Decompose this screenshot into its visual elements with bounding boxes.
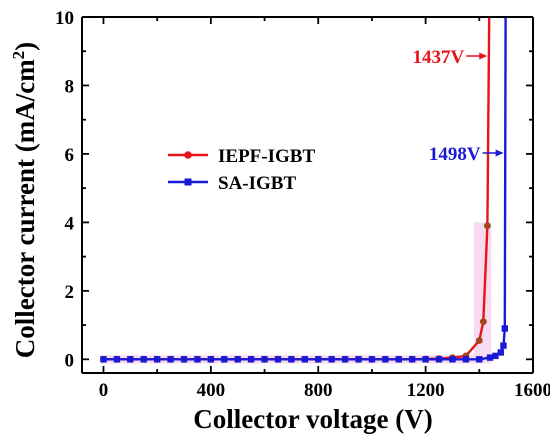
series-line-0 xyxy=(103,16,491,361)
legend-marker-1 xyxy=(184,178,192,186)
series-1-point-31 xyxy=(497,349,504,356)
series-1-point-0 xyxy=(100,356,107,363)
x-tick-label-3: 1200 xyxy=(407,380,445,401)
breakdown-label-1: 1498V xyxy=(429,144,481,165)
series-1-point-5 xyxy=(167,356,174,363)
series-1-point-10 xyxy=(234,356,241,363)
series-1-point-23 xyxy=(408,356,416,363)
y-tick-label-0: 0 xyxy=(65,350,75,371)
series-1-point-20 xyxy=(368,356,376,363)
legend-marker-0 xyxy=(184,151,192,159)
series-1-point-8 xyxy=(207,356,215,363)
legend-label-0: IEPF-IGBT xyxy=(218,146,315,167)
y-axis-title-superscript: 2 xyxy=(9,51,28,60)
y-tick-label-2: 4 xyxy=(65,213,75,234)
x-tick-label-2: 800 xyxy=(304,380,333,401)
y-tick-label-1: 2 xyxy=(65,282,75,303)
series-1-point-2 xyxy=(127,356,134,363)
y-tick-label-4: 8 xyxy=(65,76,75,97)
series-1-point-1 xyxy=(113,356,121,363)
series-0-point-29 xyxy=(479,318,487,326)
series-1-point-22 xyxy=(395,356,402,363)
series-1-point-6 xyxy=(180,356,188,363)
series-1-point-15 xyxy=(301,356,309,363)
series-line-1 xyxy=(103,16,507,361)
series-1-point-17 xyxy=(328,356,335,363)
axis-layer xyxy=(81,16,534,374)
series-1-point-11 xyxy=(247,356,255,363)
series-1-point-25 xyxy=(435,356,443,363)
x-tick-label-4: 1600 xyxy=(514,380,550,401)
series-1-point-24 xyxy=(422,356,429,363)
series-0-point-28 xyxy=(475,337,483,344)
series-1-point-16 xyxy=(315,356,322,363)
series-1-point-9 xyxy=(221,356,228,363)
y-axis-title-main: Collector current (mA/cm xyxy=(10,59,40,358)
tick-layer: 0 400 800 1200 1600 0 2 4 6 8 10 xyxy=(55,8,550,401)
y-tick-label-3: 6 xyxy=(65,145,75,166)
series-1-point-27 xyxy=(462,356,470,363)
breakdown-arrow-head-0 xyxy=(479,52,488,60)
series-layer xyxy=(103,16,507,361)
series-1-point-33 xyxy=(501,325,509,332)
annotation-layer: 1437V 1498V xyxy=(413,47,504,165)
series-0-point-30 xyxy=(483,222,491,230)
series-1-point-7 xyxy=(194,356,201,363)
series-1-point-26 xyxy=(449,356,456,363)
series-1-point-4 xyxy=(153,356,161,363)
series-1-point-21 xyxy=(382,356,389,363)
series-1-point-13 xyxy=(274,356,282,363)
highlight-layer xyxy=(100,222,492,364)
x-tick-label-0: 0 xyxy=(99,380,109,401)
breakdown-label-0: 1437V xyxy=(413,47,465,68)
breakdown-arrow-head-1 xyxy=(495,149,504,157)
marker-layer xyxy=(100,222,509,363)
series-1-point-14 xyxy=(288,356,295,363)
series-1-point-28 xyxy=(476,356,483,363)
series-1-point-18 xyxy=(341,356,349,363)
series-1-point-29 xyxy=(486,354,494,361)
y-axis-title: Collector current (mA/cm2) xyxy=(9,42,40,358)
y-tick-label-5: 10 xyxy=(55,8,74,29)
legend-label-1: SA-IGBT xyxy=(218,173,296,194)
series-1-point-19 xyxy=(355,356,362,363)
x-tick-label-1: 400 xyxy=(197,380,226,401)
x-axis-title: Collector voltage (V) xyxy=(193,404,432,434)
legend: IEPF-IGBT SA-IGBT xyxy=(168,146,315,194)
series-1-point-12 xyxy=(261,356,268,363)
y-axis-title-close: ) xyxy=(10,42,40,51)
series-1-point-32 xyxy=(500,342,507,349)
series-1-point-30 xyxy=(492,352,499,360)
series-1-point-3 xyxy=(140,356,147,363)
